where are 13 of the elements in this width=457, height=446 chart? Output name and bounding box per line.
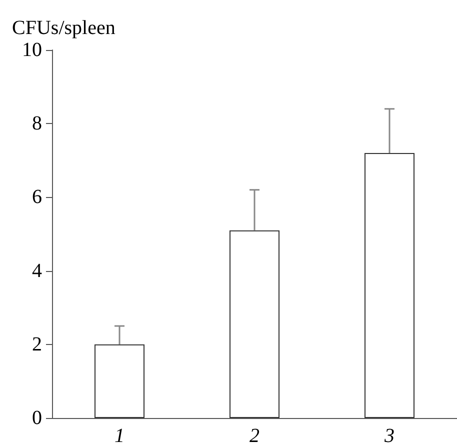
y-tick-label: 6 xyxy=(32,186,42,208)
x-tick-label: 1 xyxy=(114,425,124,446)
y-tick-label: 4 xyxy=(32,260,42,282)
y-tick-label: 0 xyxy=(32,407,42,429)
y-tick-label: 2 xyxy=(32,333,42,356)
bar xyxy=(94,344,144,418)
y-tick-label: 10 xyxy=(22,39,42,61)
bar xyxy=(230,230,280,418)
y-axis-title: CFUs/spleen xyxy=(12,17,116,39)
y-tick-label: 8 xyxy=(32,112,42,135)
bar xyxy=(364,153,414,418)
x-tick-label: 2 xyxy=(250,425,260,446)
x-tick-label: 3 xyxy=(384,425,394,446)
